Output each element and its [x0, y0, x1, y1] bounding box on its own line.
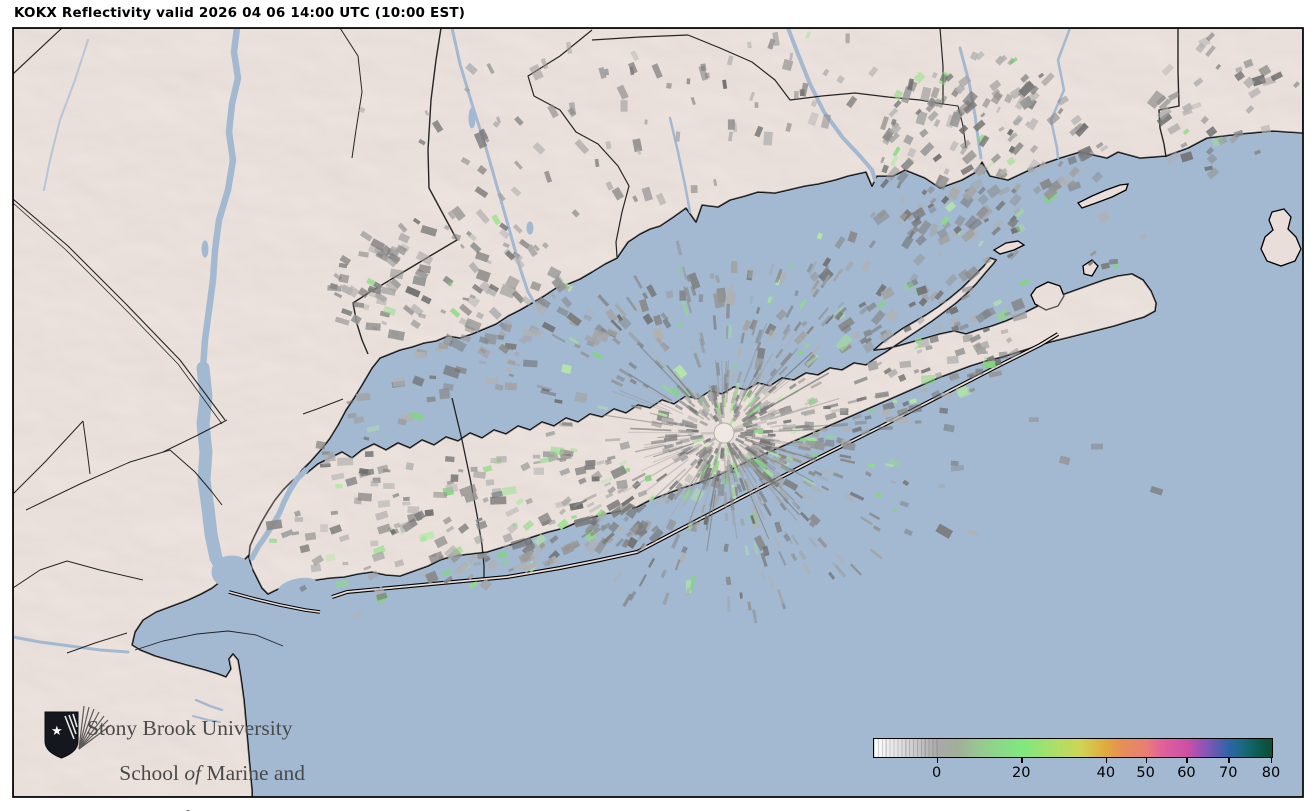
page-title: KOKX Reflectivity valid 2026 04 06 14:00… — [14, 5, 466, 21]
barrier-islands — [228, 332, 1060, 614]
colorbar-discrete-stripes — [874, 739, 939, 757]
colorbar-tick-mark — [1228, 758, 1230, 763]
rivers-and-bays — [13, 28, 1072, 723]
watermark-line1: Stony Brook University — [87, 716, 293, 740]
colorbar-tick-label: 70 — [1218, 765, 1238, 781]
watermark-line2: School of Marine and — [119, 761, 305, 785]
colorbar-tick-label: 0 — [932, 765, 942, 781]
colorbar-tick-label: 40 — [1096, 765, 1116, 781]
map-layers — [13, 28, 1303, 797]
svg-text:★: ★ — [51, 724, 63, 739]
fishers-island — [1076, 183, 1129, 209]
stony-brook-watermark: ★ Stony Brook University School of Marin… — [43, 703, 310, 811]
colorbar-tick-label: 20 — [1012, 765, 1031, 781]
clutter-speckles — [265, 31, 1300, 621]
colorbar-tick-mark — [1271, 758, 1273, 763]
colorbar-tick-mark — [1186, 758, 1188, 763]
reflectivity-colorbar — [873, 738, 1273, 758]
colorbar-tick-label: 60 — [1177, 765, 1196, 781]
radar-site-center — [713, 422, 735, 444]
radar-radial-clutter — [533, 240, 922, 624]
watermark-text: Stony Brook University School of Marine … — [87, 717, 357, 811]
colorbar-tick-mark — [1145, 758, 1148, 763]
colorbar-tick-mark — [1105, 758, 1108, 763]
watermark-line3: Atmospheric Sciences — [118, 806, 310, 811]
stony-brook-shield-icon: ★ — [44, 705, 112, 759]
colorbar-tick-mark — [936, 758, 939, 763]
plum-island — [992, 240, 1026, 255]
block-island — [1260, 208, 1302, 267]
gardiners-island — [1082, 259, 1099, 277]
colorbar-tick-label: 80 — [1261, 765, 1281, 781]
map-frame — [12, 27, 1304, 798]
colorbar-tick-label: 50 — [1136, 765, 1155, 781]
colorbar-tick-mark — [1021, 758, 1023, 763]
